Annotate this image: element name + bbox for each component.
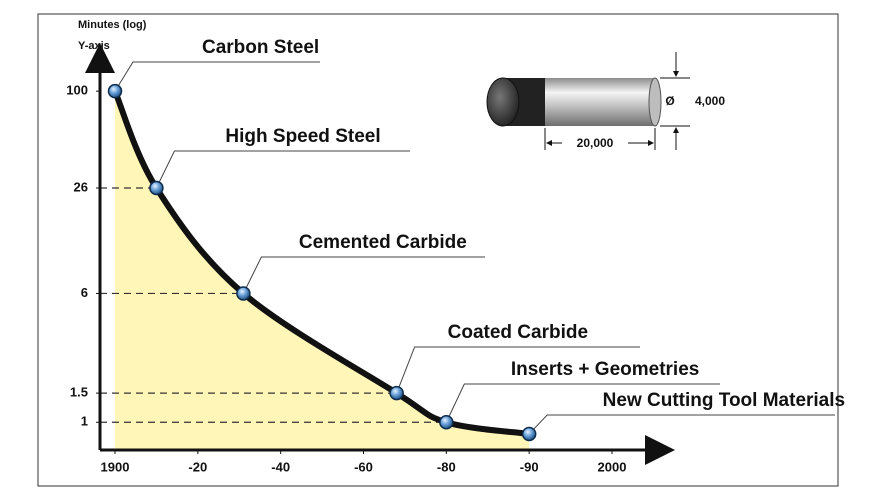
y-tick-label: 6	[81, 285, 88, 300]
x-tick-label: 1900	[101, 459, 130, 474]
inset-diagram: Ø 4,000 20,000	[486, 52, 725, 150]
y-tick-label: 26	[74, 179, 88, 194]
x-tick-label: 2000	[598, 459, 627, 474]
x-tick-label: -60	[354, 459, 373, 474]
point	[439, 415, 454, 430]
leader-line	[242, 256, 485, 294]
point-label: New Cutting Tool Materials	[603, 390, 845, 411]
x-tick-label: -90	[520, 459, 539, 474]
point-label: High Speed Steel	[225, 126, 380, 147]
leader-line	[114, 61, 320, 92]
point-label: Inserts + Geometries	[511, 359, 700, 380]
x-tick-label: -20	[188, 459, 207, 474]
x-tick-label: -40	[271, 459, 290, 474]
leader-line	[155, 150, 410, 189]
plot-area: Minutes (log) Y-axis 100 26 6 1.5 1 1900 -20 -40 -…	[66, 19, 845, 475]
cylinder-cap	[486, 77, 520, 127]
length-label: 20,000	[577, 136, 614, 150]
diameter-symbol: Ø	[665, 94, 674, 108]
diameter-label: 4,000	[695, 94, 725, 108]
point	[521, 426, 537, 442]
y-tick-label: 100	[66, 83, 88, 98]
point	[107, 83, 123, 99]
area	[115, 91, 530, 450]
point-label: Coated Carbide	[448, 322, 588, 343]
point	[236, 286, 251, 301]
x-tick-label: -80	[437, 459, 456, 474]
point-label: Cemented Carbide	[299, 232, 467, 253]
leader-line	[396, 346, 640, 394]
y-tick-label: 1.5	[70, 385, 88, 400]
y-axis-label: Y-axis	[78, 40, 110, 52]
point-label: Carbon Steel	[202, 37, 319, 58]
leader-line	[528, 414, 835, 435]
point	[389, 385, 404, 401]
frame	[37, 13, 839, 487]
point	[149, 180, 164, 196]
cylinder-end	[648, 77, 662, 127]
y-axis-label: Minutes (log)	[78, 19, 147, 31]
y-tick-label: 1	[81, 414, 88, 429]
leader-line	[445, 383, 720, 423]
